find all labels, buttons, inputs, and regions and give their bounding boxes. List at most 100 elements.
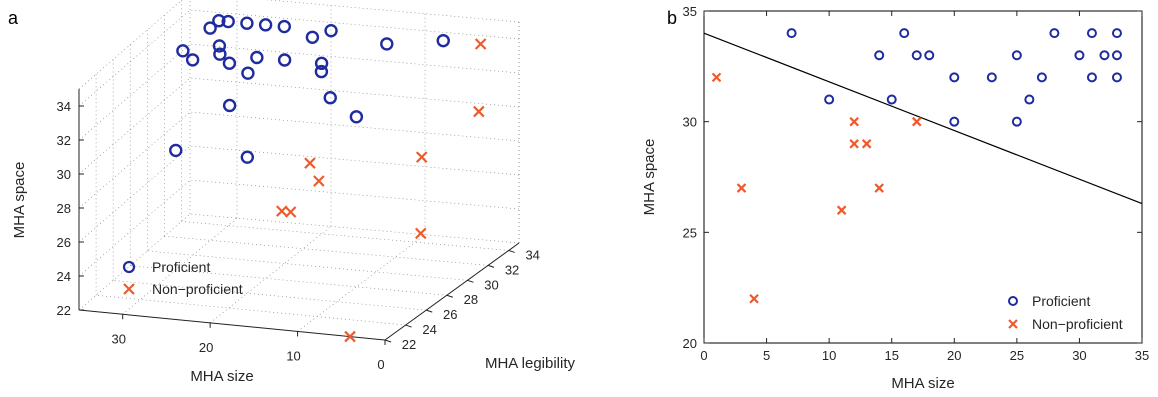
point-proficient	[314, 56, 329, 71]
point-proficient	[277, 19, 292, 34]
x-tick-label: 0	[377, 357, 384, 372]
point-non-proficient	[874, 183, 884, 193]
point-proficient	[380, 37, 394, 51]
point-non-proficient	[849, 139, 859, 149]
panel-a-label: a	[8, 8, 19, 28]
x-tick-label: 20	[199, 340, 213, 355]
point-proficient	[305, 30, 320, 44]
b-y-tick-label: 30	[683, 115, 697, 130]
point-proficient	[241, 66, 255, 80]
point-proficient	[824, 94, 835, 105]
z-tick-label: 30	[57, 167, 71, 182]
point-non-proficient	[473, 105, 485, 118]
point-proficient	[1111, 28, 1122, 39]
point-non-proficient	[474, 38, 487, 50]
legend-b-proficient-marker	[1008, 296, 1018, 306]
panel-b-points	[711, 28, 1122, 304]
y-tick-label: 30	[484, 277, 498, 292]
point-proficient	[1099, 50, 1110, 61]
y-tick-mark	[487, 264, 495, 268]
b-x-tick-label: 5	[763, 348, 770, 363]
point-proficient	[314, 64, 329, 79]
panel-b-axes-box	[703, 10, 1143, 344]
point-proficient	[258, 18, 273, 32]
grid-floor-x	[297, 234, 426, 332]
point-proficient	[277, 53, 292, 67]
grid-floor-y	[181, 221, 509, 251]
y-tick-label: 26	[443, 307, 457, 322]
z-tick-label: 22	[57, 303, 71, 318]
y-tick-mark	[446, 294, 454, 298]
panel-a-zlabel: MHA space	[11, 162, 28, 239]
point-proficient	[169, 143, 183, 158]
b-x-tick-label: 30	[1072, 348, 1086, 363]
point-proficient	[176, 44, 190, 58]
point-non-proficient	[849, 116, 859, 127]
panel-a-ylabel: MHA legibility	[485, 355, 576, 372]
point-proficient	[899, 28, 910, 39]
grid-wall-right-z	[189, 9, 520, 40]
point-proficient	[212, 39, 227, 53]
grid-wall-right-z	[189, 111, 520, 142]
point-non-proficient	[414, 227, 427, 240]
panel-a-gridlines	[78, 0, 520, 341]
y-tick-label: 28	[464, 292, 478, 307]
panel-a-axes	[78, 89, 520, 341]
panel-a-xlabel: MHA size	[190, 368, 253, 385]
point-non-proficient	[749, 293, 759, 304]
point-proficient	[986, 72, 997, 83]
point-non-proficient	[415, 151, 428, 163]
y-tick-label: 24	[422, 322, 436, 337]
point-non-proficient	[344, 330, 356, 343]
grid-floor-y	[96, 294, 406, 326]
panel-b-ylabel: MHA space	[641, 139, 658, 216]
y-axis-line	[384, 242, 520, 341]
point-proficient	[924, 50, 935, 61]
y-tick-mark	[426, 309, 433, 313]
z-tick-label: 26	[57, 235, 71, 250]
point-proficient	[1011, 116, 1022, 127]
y-tick-mark	[508, 249, 515, 253]
b-x-tick-label: 15	[884, 348, 898, 363]
point-non-proficient	[911, 116, 922, 127]
grid-floor-y	[130, 265, 447, 296]
panel-a-legend: Proficient Non−proficient	[122, 259, 243, 297]
point-proficient	[212, 14, 226, 28]
point-non-proficient	[304, 157, 316, 169]
b-y-tick-label: 25	[683, 225, 697, 240]
grid-wall-right-z	[189, 213, 520, 244]
point-proficient	[874, 50, 885, 61]
grid-wall-right-z	[189, 43, 520, 74]
box-edge	[78, 0, 183, 90]
point-proficient	[222, 98, 237, 113]
y-tick-label: 34	[525, 247, 539, 262]
b-x-tick-label: 20	[947, 348, 961, 363]
grid-wall-left-z	[78, 145, 191, 243]
legend-a-proficient-marker	[122, 260, 136, 274]
z-tick-label: 28	[57, 201, 71, 216]
box-edge	[265, 0, 520, 23]
point-proficient	[323, 91, 337, 105]
panel-b-label: b	[667, 8, 677, 28]
legend-b-non-proficient-marker	[1008, 319, 1018, 329]
point-proficient	[436, 33, 450, 48]
grid-floor-y	[164, 235, 489, 266]
y-tick-mark	[405, 324, 412, 328]
grid-wall-left-z	[78, 77, 191, 175]
point-proficient	[250, 50, 264, 65]
grid-floor-y	[113, 280, 427, 311]
legend-a-non-proficient-marker	[123, 283, 135, 295]
point-proficient	[1036, 72, 1047, 83]
b-y-tick-label: 20	[683, 336, 697, 351]
panel-b-xlabel: MHA size	[891, 375, 954, 392]
b-x-tick-label: 0	[700, 348, 707, 363]
point-proficient	[1024, 94, 1035, 105]
b-x-tick-label: 35	[1135, 348, 1149, 363]
grid-wall-left-z	[78, 43, 191, 141]
point-proficient	[213, 47, 227, 61]
panel-b-ticks: 0 5 10 15 20 25 30 35 20 25 30 35	[683, 4, 1150, 363]
y-tick-label: 22	[402, 337, 416, 352]
panel-a-3d-scatter: a 0 10 20 30 22 24 26 28 30 32 34 22 24 26 28 30 32 34 MH…	[8, 0, 576, 385]
point-proficient	[886, 94, 897, 105]
grid-wall-left-z	[78, 179, 191, 277]
